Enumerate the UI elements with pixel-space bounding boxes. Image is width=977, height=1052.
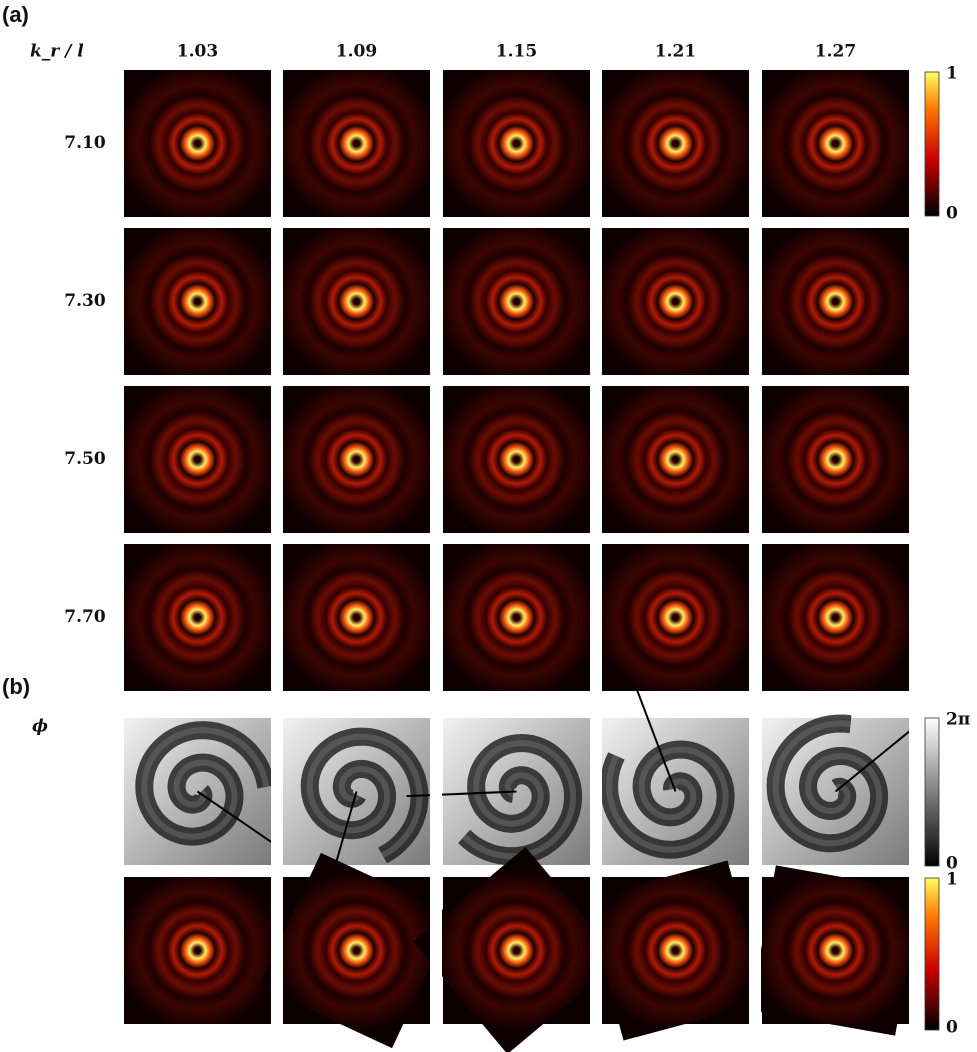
column-label: 1.09 [336,42,377,62]
intensity-image [602,386,749,533]
colorbar-max: 2π [946,710,970,730]
colorbar-min: 0 [946,1018,958,1038]
intensity-image [443,228,590,375]
intensity-image [762,228,909,375]
colorbar-max: 1 [946,64,958,84]
colorbar [925,72,939,216]
row-label: 7.50 [64,449,106,469]
panel-mask [590,700,602,1052]
intensity-image [124,228,271,375]
panel-mask [430,700,442,1052]
row-label: 7.10 [64,133,106,153]
intensity-image [283,228,430,375]
intensity-image [283,544,430,691]
colorbar-min: 0 [946,204,958,224]
intensity-image [762,544,909,691]
intensity-image [762,70,909,217]
panel-mask [749,700,761,1052]
intensity-image [443,70,590,217]
colorbar-max: 1 [946,870,958,890]
row-label: 7.70 [64,607,106,627]
panel-label: (a) [2,2,29,27]
panel-label: (b) [2,674,30,699]
column-label: 1.15 [496,42,537,62]
intensity-image [750,865,920,1035]
colorbar [925,878,939,1030]
intensity-image [124,877,271,1024]
intensity-image [124,70,271,217]
row-header: k_r / l [30,42,84,62]
column-label: 1.27 [815,42,856,62]
column-label: 1.03 [177,42,218,62]
colorbar [925,718,939,866]
row-header: ϕ [32,717,48,737]
intensity-image [124,386,271,533]
row-label: 7.30 [64,291,106,311]
intensity-image [602,544,749,691]
intensity-image [602,228,749,375]
intensity-image [283,386,430,533]
column-label: 1.21 [655,42,696,62]
panel-mask [271,700,283,1052]
intensity-image [762,386,909,533]
figure: (a) k_r / l (b) ϕ 1.03 1.09 1.15 1.21 1.27 7.… [0,0,977,1052]
intensity-image [602,70,749,217]
intensity-image [283,70,430,217]
intensity-image [443,386,590,533]
intensity-image [443,544,590,691]
panel-mask [909,700,921,1052]
intensity-image [124,544,271,691]
